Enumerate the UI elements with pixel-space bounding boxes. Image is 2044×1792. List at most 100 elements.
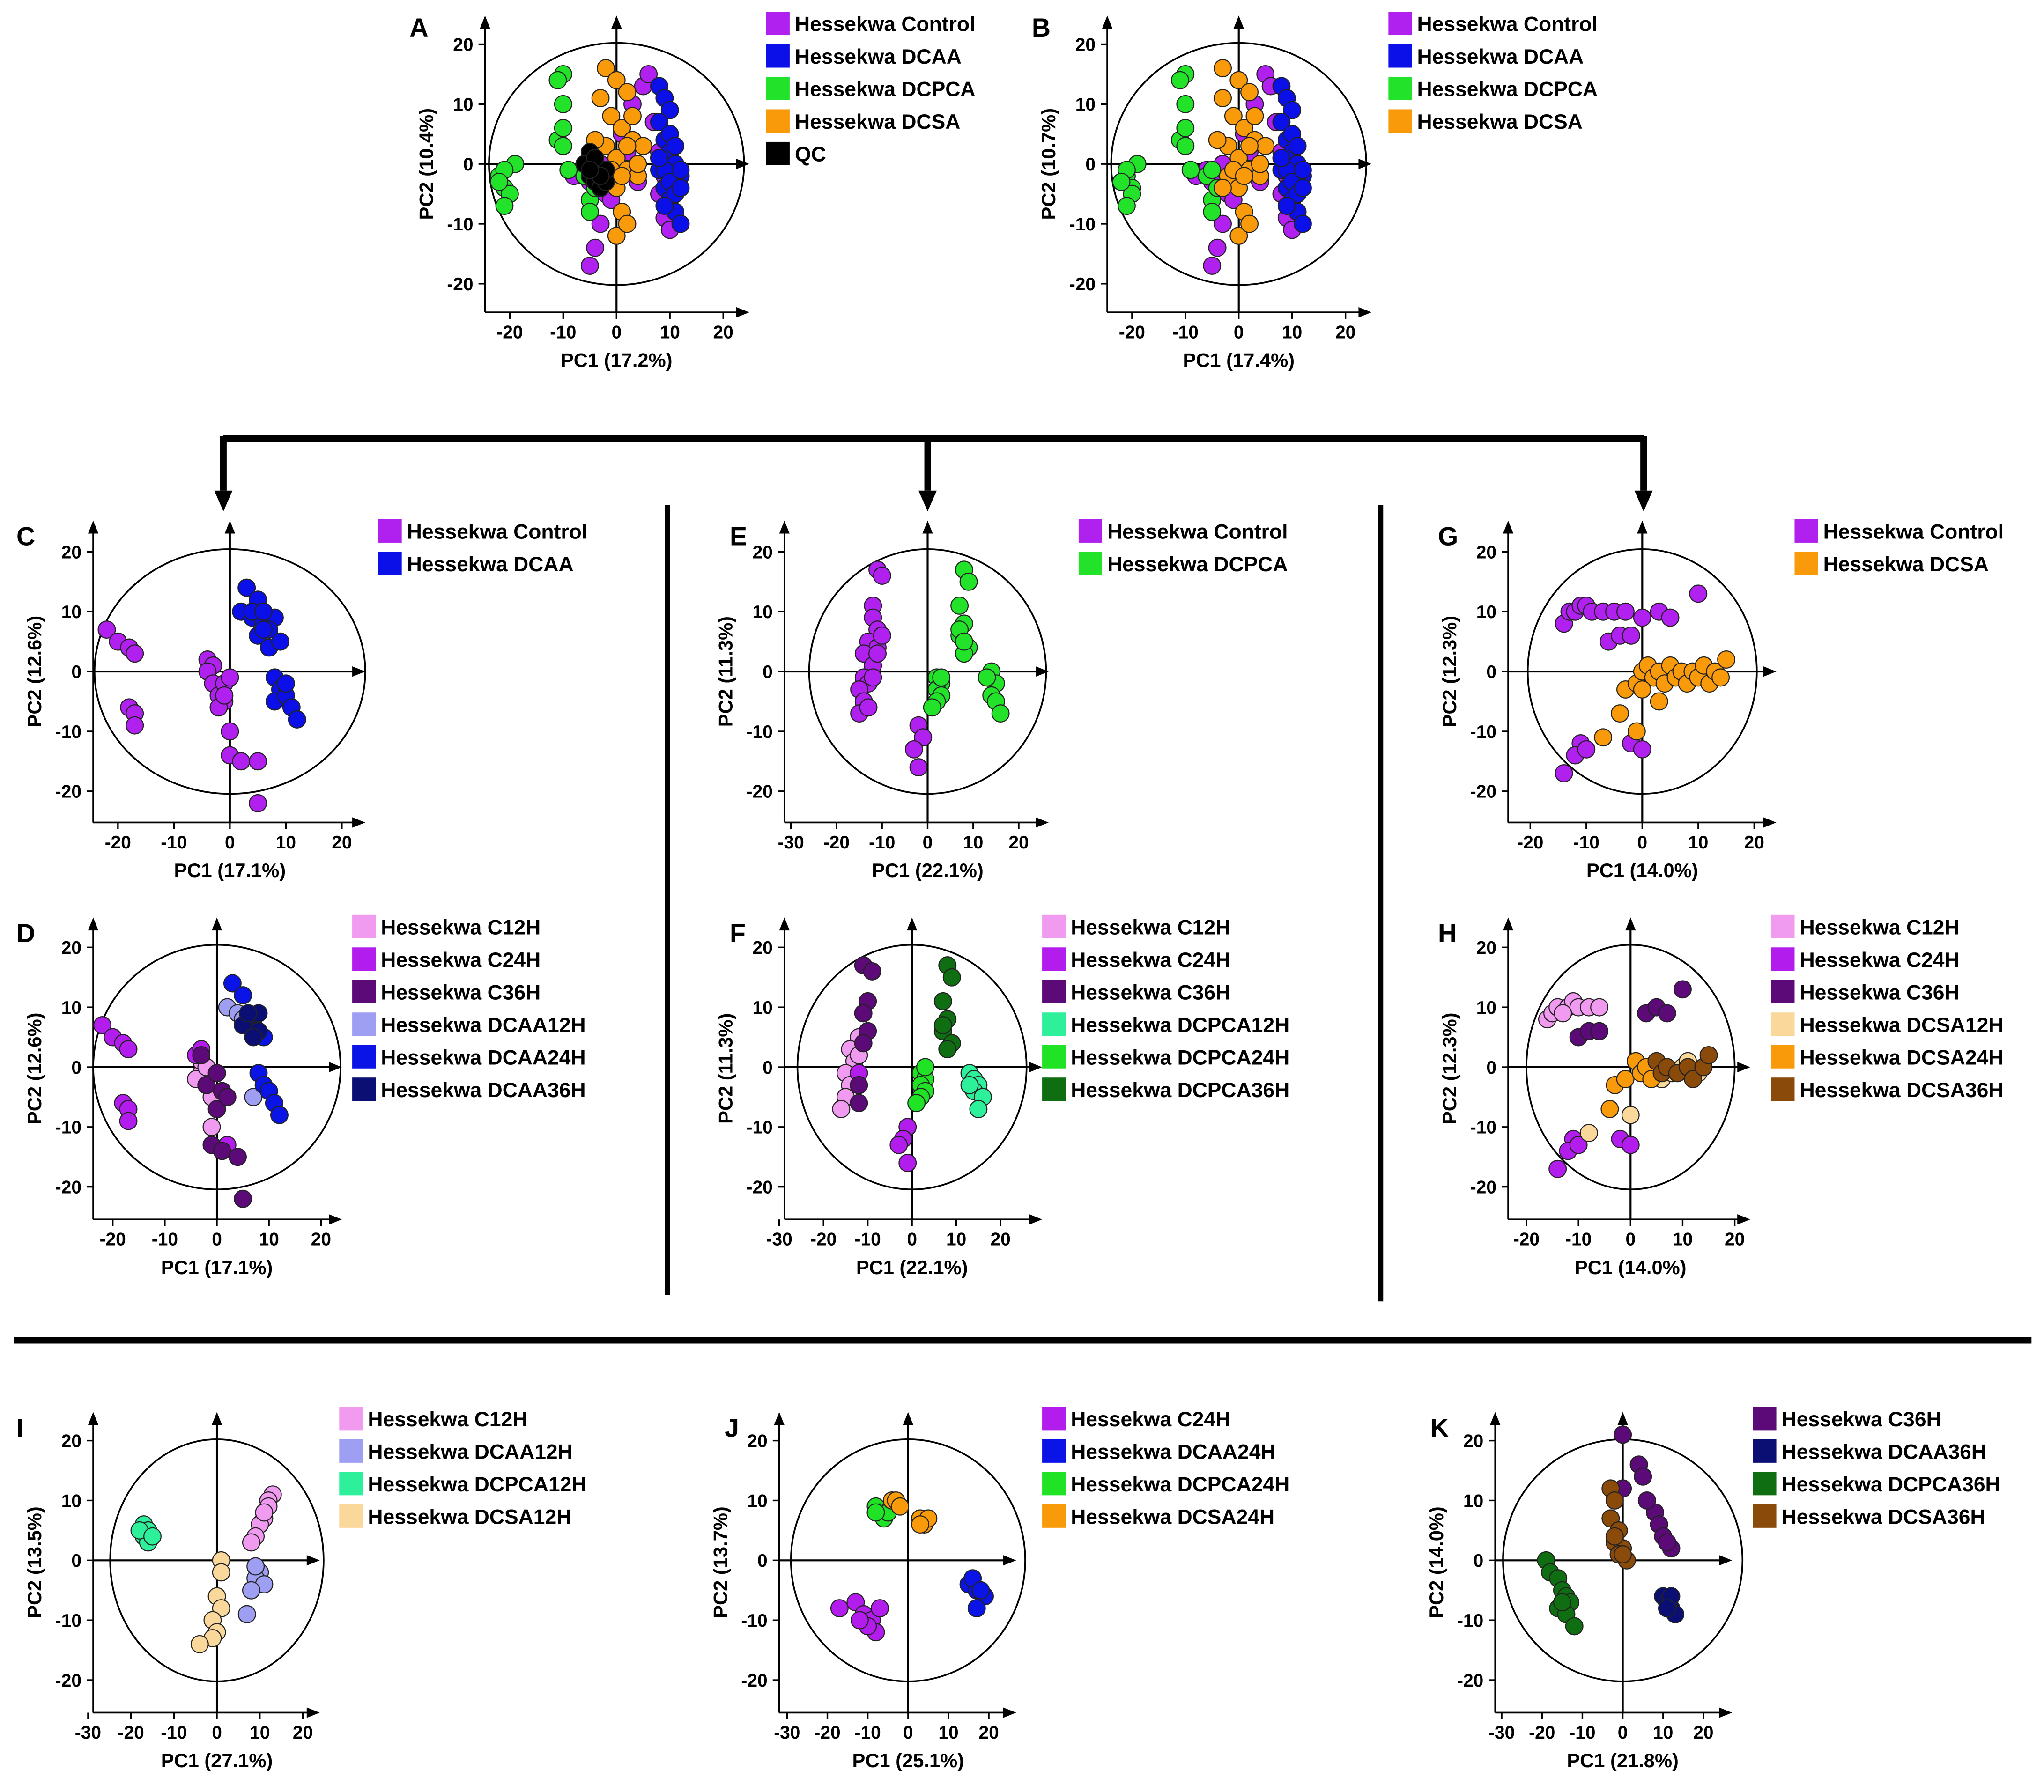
y-axis-arrow (1625, 917, 1636, 931)
x-axis-arrow (1029, 1062, 1043, 1073)
legend-swatch (1753, 1504, 1777, 1528)
y-tick-label: -10 (55, 722, 81, 742)
data-point (950, 596, 969, 615)
data-point (959, 572, 978, 591)
y-tick-label: 10 (1476, 998, 1496, 1018)
legend-swatch (1078, 519, 1102, 543)
data-point (597, 59, 615, 78)
data-point (1699, 1046, 1718, 1064)
legend: Hessekwa C36H Hessekwa DCAA36H Hessekwa DC… (1753, 1407, 2000, 1528)
data-point (1614, 1545, 1632, 1563)
data-point (1627, 722, 1646, 741)
data-point (850, 1076, 868, 1094)
x-tick-label: -20 (810, 1230, 837, 1250)
panel-h: H -20 -10 0 10 20 -20 -10 0 10 20 PC1 (14.0%) PC2 (1… (1438, 914, 2003, 1278)
x-tick-label: -20 (1529, 1723, 1555, 1743)
y-tick-label: -20 (1457, 1671, 1483, 1691)
data-point (559, 161, 578, 179)
y-tick-label: 0 (71, 1058, 81, 1078)
legend-label: Hessekwa C36H (381, 981, 541, 1004)
legend-label: Hessekwa DCAA12H (381, 1014, 585, 1037)
y-axis-label: PC2 (11.3%) (715, 1013, 737, 1124)
panel-c: C -20 -10 0 10 20 -20 -10 0 10 20 PC1 (17.1%) PC2 (1… (16, 519, 587, 881)
data-point (629, 155, 647, 173)
frame-x-arrow (306, 1707, 320, 1718)
legend-label: Hessekwa DCPCA24H (1071, 1046, 1289, 1069)
data-point (242, 1581, 260, 1600)
y-tick-label: -20 (747, 782, 773, 802)
panel-letter: C (16, 522, 35, 551)
data-point (969, 1100, 988, 1118)
frame-y-arrow (1490, 1412, 1501, 1425)
legend-label: Hessekwa DCAA24H (381, 1046, 585, 1069)
x-axis-label: PC1 (17.1%) (161, 1256, 273, 1278)
legend-swatch (1388, 109, 1412, 133)
y-tick-label: 0 (1486, 1058, 1496, 1078)
data-point (249, 794, 267, 812)
legend-label: Hessekwa C12H (381, 916, 541, 939)
data-point (866, 1503, 885, 1522)
data-point (933, 992, 952, 1010)
y-axis-arrow (211, 1412, 222, 1425)
data-point (255, 1503, 274, 1522)
y-tick-label: 10 (453, 95, 473, 115)
legend-label: Hessekwa DCSA12H (368, 1505, 571, 1528)
data-point (1272, 148, 1291, 167)
legend-swatch (1042, 1407, 1066, 1431)
panel-letter: H (1438, 919, 1457, 948)
legend-label: Hessekwa DCPCA (1107, 553, 1288, 576)
series-hessekwa-control (1555, 584, 1708, 782)
y-tick-label: -20 (55, 1178, 81, 1198)
legend-label: Hessekwa DCSA (795, 111, 960, 133)
y-axis-label: PC2 (10.7%) (1037, 108, 1059, 220)
data-point (1181, 161, 1200, 179)
y-tick-label: 20 (753, 938, 773, 958)
data-point (1590, 1022, 1609, 1040)
x-axis-label: PC1 (25.1%) (852, 1749, 964, 1771)
legend-label: Hessekwa DCAA12H (368, 1441, 572, 1464)
x-axis-label: PC1 (22.1%) (856, 1256, 968, 1278)
data-point (1658, 1533, 1676, 1552)
data-point (850, 1094, 868, 1113)
legend: Hessekwa C12H Hessekwa C24H Hessekwa C36H H… (1771, 914, 2003, 1102)
legend: Hessekwa Control Hessekwa DCPCA (1078, 519, 1288, 576)
data-point (891, 1497, 910, 1516)
legend-label: Hessekwa DCAA24H (1071, 1441, 1275, 1464)
data-point (218, 1088, 237, 1106)
legend-swatch (339, 1439, 363, 1463)
series-hessekwa-dcpca36h (1537, 1551, 1584, 1636)
x-axis-label: PC1 (21.8%) (1567, 1749, 1679, 1771)
legend-swatch (1042, 1045, 1066, 1069)
data-point (1689, 584, 1708, 603)
legend-swatch (339, 1472, 363, 1496)
series-hessekwa-c24h (830, 1593, 889, 1642)
legend-swatch (1794, 552, 1818, 575)
data-point (554, 95, 572, 113)
data-point (1605, 1527, 1624, 1546)
panel-letter: I (16, 1413, 23, 1442)
legend-label: Hessekwa DCPCA12H (368, 1473, 586, 1496)
y-axis-label: PC2 (14.0%) (1425, 1506, 1447, 1618)
x-tick-label: -10 (161, 1723, 187, 1743)
data-point (1235, 119, 1253, 137)
x-tick-label: -10 (152, 1230, 178, 1250)
x-axis-label: PC1 (17.1%) (174, 859, 286, 881)
x-tick-label: -30 (766, 1230, 792, 1250)
legend-label: QC (795, 143, 826, 166)
data-point (1208, 131, 1227, 149)
series-hessekwa-c36h (1569, 980, 1692, 1047)
y-tick-label: 20 (61, 542, 81, 562)
data-point (1176, 95, 1195, 113)
legend: Hessekwa Control Hessekwa DCSA (1794, 519, 2004, 576)
legend-swatch (1753, 1439, 1777, 1463)
legend-swatch (1042, 914, 1066, 938)
x-axis-arrow (736, 159, 749, 170)
data-point (671, 178, 690, 197)
legend-label: Hessekwa DCPCA36H (1782, 1473, 2000, 1496)
legend-swatch (1042, 1077, 1066, 1101)
data-point (586, 238, 605, 257)
frame-x-arrow (736, 307, 749, 318)
data-point (1674, 980, 1692, 999)
series-hessekwa-dcsa36h (1601, 1479, 1636, 1570)
